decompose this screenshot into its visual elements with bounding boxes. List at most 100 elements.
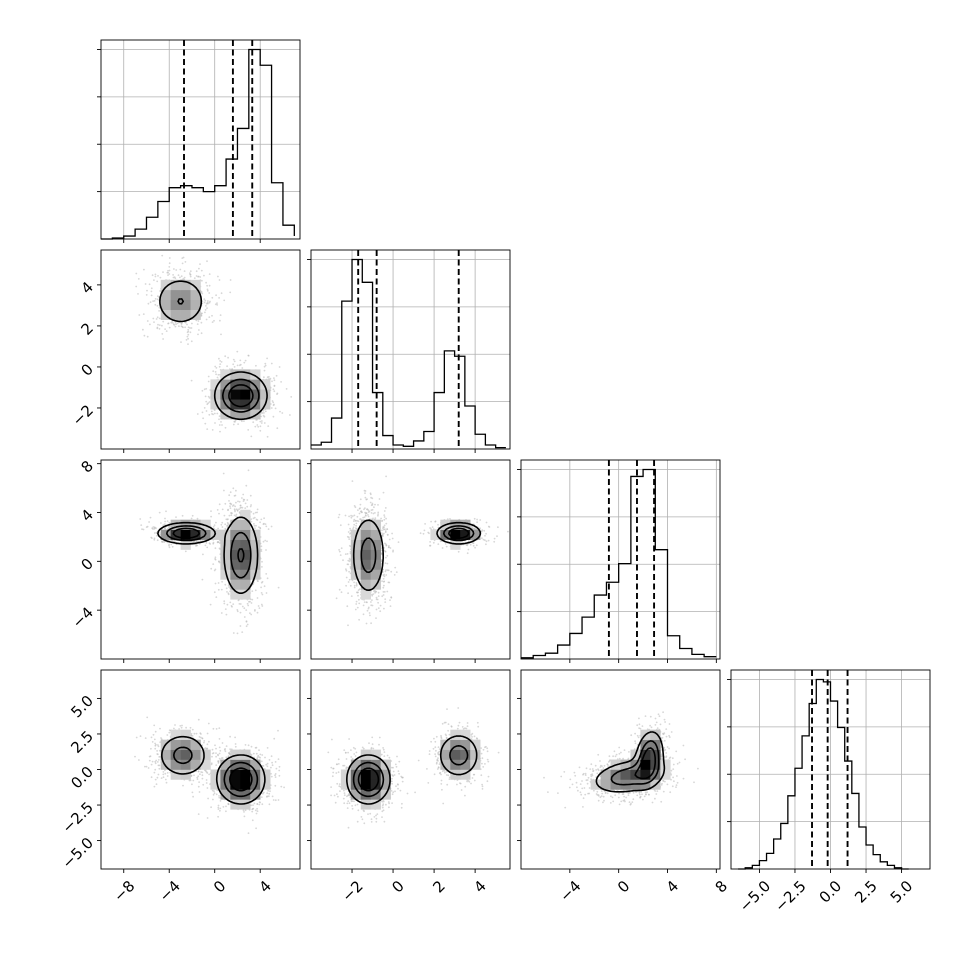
sample-point bbox=[236, 609, 239, 611]
sample-point bbox=[206, 428, 209, 430]
sample-point bbox=[174, 325, 177, 328]
density-cell bbox=[170, 299, 181, 310]
sample-point bbox=[154, 760, 157, 763]
sample-point bbox=[342, 559, 344, 562]
sample-point bbox=[264, 364, 267, 367]
density-cell bbox=[230, 379, 241, 390]
sample-point bbox=[212, 752, 215, 754]
density-cell bbox=[220, 389, 231, 400]
sample-point bbox=[469, 543, 472, 546]
sample-point bbox=[208, 292, 211, 294]
density-cell bbox=[190, 279, 201, 291]
sample-point bbox=[146, 335, 149, 338]
sample-point bbox=[363, 489, 366, 492]
sample-point bbox=[156, 298, 159, 301]
sample-point bbox=[381, 532, 383, 534]
sample-point bbox=[161, 541, 164, 543]
sample-point bbox=[337, 516, 340, 519]
sample-point bbox=[168, 522, 171, 524]
sample-point bbox=[263, 585, 266, 588]
sample-point bbox=[180, 726, 183, 729]
sample-point bbox=[218, 415, 221, 418]
sample-point bbox=[191, 322, 193, 325]
sample-point bbox=[225, 613, 228, 616]
sample-point bbox=[150, 294, 153, 297]
sample-point bbox=[182, 278, 185, 280]
sample-point bbox=[234, 505, 237, 508]
sample-point bbox=[383, 524, 386, 527]
sample-point bbox=[218, 424, 221, 426]
sample-point bbox=[218, 365, 221, 368]
sample-point bbox=[162, 271, 164, 273]
sample-point bbox=[260, 581, 263, 584]
sample-point bbox=[206, 743, 209, 746]
sample-point bbox=[246, 505, 249, 508]
sample-point bbox=[150, 747, 152, 750]
sample-point bbox=[219, 542, 221, 545]
sample-point bbox=[231, 605, 233, 608]
sample-point bbox=[244, 507, 247, 509]
sample-point bbox=[156, 534, 158, 537]
sample-point bbox=[266, 540, 268, 543]
sample-point bbox=[261, 420, 263, 422]
sample-point bbox=[280, 381, 282, 383]
sample-point bbox=[153, 537, 156, 540]
sample-point bbox=[389, 547, 392, 549]
sample-point bbox=[154, 298, 157, 300]
panel-frame bbox=[100, 249, 301, 450]
sample-point bbox=[385, 475, 387, 478]
sample-point bbox=[168, 266, 171, 268]
sample-point bbox=[212, 563, 215, 565]
sample-point bbox=[179, 268, 182, 271]
sample-point bbox=[484, 539, 486, 542]
sample-point bbox=[205, 410, 208, 412]
sample-point bbox=[384, 570, 387, 573]
sample-point bbox=[263, 522, 265, 525]
sample-point bbox=[238, 508, 240, 511]
sample-point bbox=[429, 527, 431, 529]
sample-point bbox=[265, 592, 268, 594]
sample-point bbox=[253, 523, 255, 525]
sample-point bbox=[365, 512, 368, 514]
sample-point bbox=[260, 603, 263, 606]
sample-point bbox=[180, 275, 183, 278]
sample-point bbox=[158, 328, 161, 330]
sample-point bbox=[219, 319, 221, 322]
sample-point bbox=[213, 569, 216, 572]
panel-frame bbox=[520, 459, 721, 660]
sample-point bbox=[233, 514, 236, 517]
sample-point bbox=[390, 596, 393, 599]
sample-point bbox=[204, 395, 207, 398]
sample-point bbox=[355, 600, 358, 603]
sample-point bbox=[357, 509, 359, 511]
sample-point bbox=[370, 496, 372, 499]
density-cell bbox=[360, 569, 371, 580]
sample-point bbox=[257, 580, 259, 582]
density-cell bbox=[240, 389, 251, 400]
sample-point bbox=[263, 412, 265, 414]
sample-point bbox=[153, 724, 156, 727]
sample-point bbox=[252, 421, 255, 424]
sample-point bbox=[367, 514, 369, 516]
sample-point bbox=[353, 581, 355, 584]
sample-point bbox=[235, 489, 237, 492]
sample-point bbox=[384, 543, 387, 545]
sample-point bbox=[273, 379, 276, 382]
sample-point bbox=[290, 396, 293, 398]
sample-point bbox=[220, 523, 223, 526]
density-cell bbox=[460, 519, 471, 530]
sample-point bbox=[384, 562, 387, 564]
sample-point bbox=[377, 595, 380, 597]
sample-point bbox=[218, 297, 221, 299]
sample-point bbox=[196, 517, 199, 520]
sample-point bbox=[190, 732, 193, 735]
sample-point bbox=[256, 424, 259, 426]
density-cell bbox=[190, 299, 201, 310]
sample-point bbox=[371, 604, 374, 607]
sample-point bbox=[221, 424, 223, 426]
sample-point bbox=[507, 530, 509, 533]
sample-point bbox=[213, 412, 216, 415]
sample-point bbox=[348, 560, 351, 563]
sample-point bbox=[359, 503, 362, 506]
sample-point bbox=[203, 298, 206, 300]
